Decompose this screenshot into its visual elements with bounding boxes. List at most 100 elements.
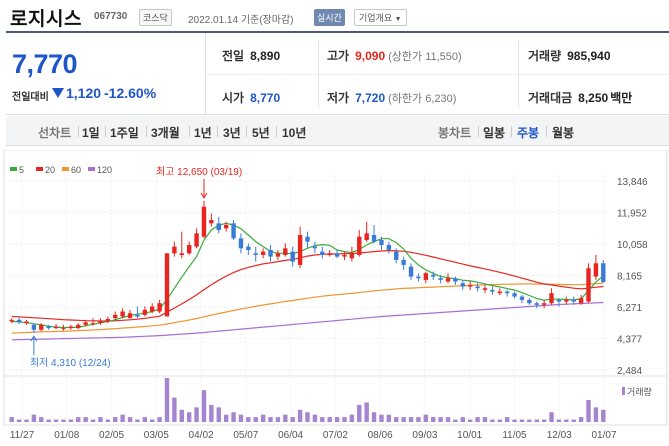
candle xyxy=(534,303,539,305)
candle xyxy=(172,246,177,254)
volume-bar xyxy=(578,417,584,422)
volume-bar xyxy=(238,414,244,422)
divider xyxy=(105,126,106,137)
candle xyxy=(364,233,369,240)
stat-value: 8,250 xyxy=(578,91,609,105)
volume-bar xyxy=(379,414,384,422)
stat-value: 8,890 xyxy=(250,49,281,63)
candle xyxy=(105,318,111,322)
x-tick-label: 11/27 xyxy=(10,430,35,441)
volume-bar xyxy=(460,417,465,422)
volume-bar xyxy=(186,412,192,422)
volume-bar xyxy=(223,414,229,422)
candle xyxy=(142,309,148,315)
stock-code: 067730 xyxy=(94,11,128,22)
volume-label: 거래량 xyxy=(627,386,652,397)
candle xyxy=(201,206,207,237)
candle xyxy=(231,223,236,239)
candle xyxy=(453,278,458,282)
stock-header: 로지시스 067730 코스닥 2022.01.14 기준(장마감) 실시간 기… xyxy=(0,0,669,30)
stat-low: 저가 7,720 (하한가 6,230) xyxy=(327,89,456,106)
volume-bar xyxy=(150,419,155,422)
volume-bar xyxy=(142,417,148,422)
candle xyxy=(24,321,29,324)
volume-legend-swatch xyxy=(622,387,625,395)
candle xyxy=(431,274,436,277)
volume-bar xyxy=(408,417,414,422)
y-tick-label: 8,165 xyxy=(617,272,642,283)
volume-bar xyxy=(76,417,81,422)
volume-bar xyxy=(305,412,310,422)
stat-value: 985,940 xyxy=(567,49,611,63)
volume-bar xyxy=(431,417,436,422)
volume-bar xyxy=(283,414,288,422)
low-annotation: 최저 4,310 (12/24) xyxy=(30,357,111,369)
volume-bar xyxy=(31,414,37,422)
candle xyxy=(90,323,96,325)
tab-10y[interactable]: 10년 xyxy=(282,126,307,140)
candle xyxy=(312,246,318,249)
candle xyxy=(46,326,51,329)
volume-bar xyxy=(120,414,125,422)
lower-limit: (하한가 6,230) xyxy=(388,93,457,105)
stat-label: 고가 xyxy=(327,49,350,63)
realtime-button[interactable]: 실시간 xyxy=(314,9,345,26)
tab-1d[interactable]: 1일 xyxy=(82,126,100,140)
tab-candle-chart[interactable]: 봉차트 xyxy=(438,126,472,140)
volume-bar xyxy=(98,417,103,422)
tab-5y[interactable]: 5년 xyxy=(252,126,270,140)
x-tick-label: 01/08 xyxy=(54,430,79,441)
volume-bar xyxy=(164,378,170,422)
tab-3m[interactable]: 3개월 xyxy=(151,126,180,140)
candle xyxy=(135,314,140,317)
candle xyxy=(379,239,384,245)
candle xyxy=(416,276,421,279)
price-chart[interactable]: 13,846 11,952 10,058 8,165 6,271 4,377 2,484 11… xyxy=(0,150,669,446)
legend-swatch xyxy=(36,167,43,171)
volume-bar xyxy=(512,419,517,422)
candle xyxy=(39,324,44,330)
tab-1y[interactable]: 1년 xyxy=(194,126,212,140)
company-overview-dropdown[interactable]: 기업개요 ▼ xyxy=(354,9,407,26)
candle xyxy=(68,326,74,329)
x-tick-label: 09/03 xyxy=(412,430,437,441)
divider xyxy=(546,126,547,137)
volume-bar xyxy=(475,417,480,422)
tab-1w[interactable]: 1주일 xyxy=(110,126,139,140)
stat-high: 고가 9,090 (상한가 11,550) xyxy=(327,47,462,64)
legend-swatch xyxy=(62,167,69,171)
volume-bar xyxy=(534,419,539,422)
y-tick-label: 11,952 xyxy=(617,209,647,220)
tab-weekly[interactable]: 주봉 xyxy=(517,126,540,140)
legend-label: 5 xyxy=(19,165,24,175)
volume-bar xyxy=(297,409,303,422)
volume-bar xyxy=(268,417,273,422)
legend-swatch xyxy=(88,167,95,171)
volume-bar xyxy=(172,397,177,422)
volume-bar xyxy=(68,419,74,422)
candle xyxy=(593,263,599,277)
candle xyxy=(209,220,214,224)
candle xyxy=(519,296,525,300)
volume-bar xyxy=(179,409,184,422)
candle xyxy=(275,253,281,257)
candle xyxy=(216,223,221,231)
candle xyxy=(246,246,251,250)
tab-monthly[interactable]: 월봉 xyxy=(552,126,575,140)
volume-bar xyxy=(416,417,421,422)
tab-line-chart[interactable]: 선차트 xyxy=(38,126,72,140)
candle xyxy=(327,253,332,255)
volume-bar xyxy=(231,412,236,422)
candle xyxy=(194,233,199,247)
x-tick-label: 08/06 xyxy=(368,430,393,441)
candle xyxy=(490,289,495,292)
volume-bar xyxy=(157,417,162,422)
volume-bar xyxy=(571,419,576,422)
candle xyxy=(578,298,584,304)
volume-bar xyxy=(260,414,266,422)
price-box: 7,770 전일대비 1,120 -12.60% xyxy=(6,33,206,115)
volume-bar xyxy=(113,417,118,422)
tab-daily[interactable]: 일봉 xyxy=(483,126,506,140)
tab-3y[interactable]: 3년 xyxy=(223,126,241,140)
candle xyxy=(120,311,125,317)
